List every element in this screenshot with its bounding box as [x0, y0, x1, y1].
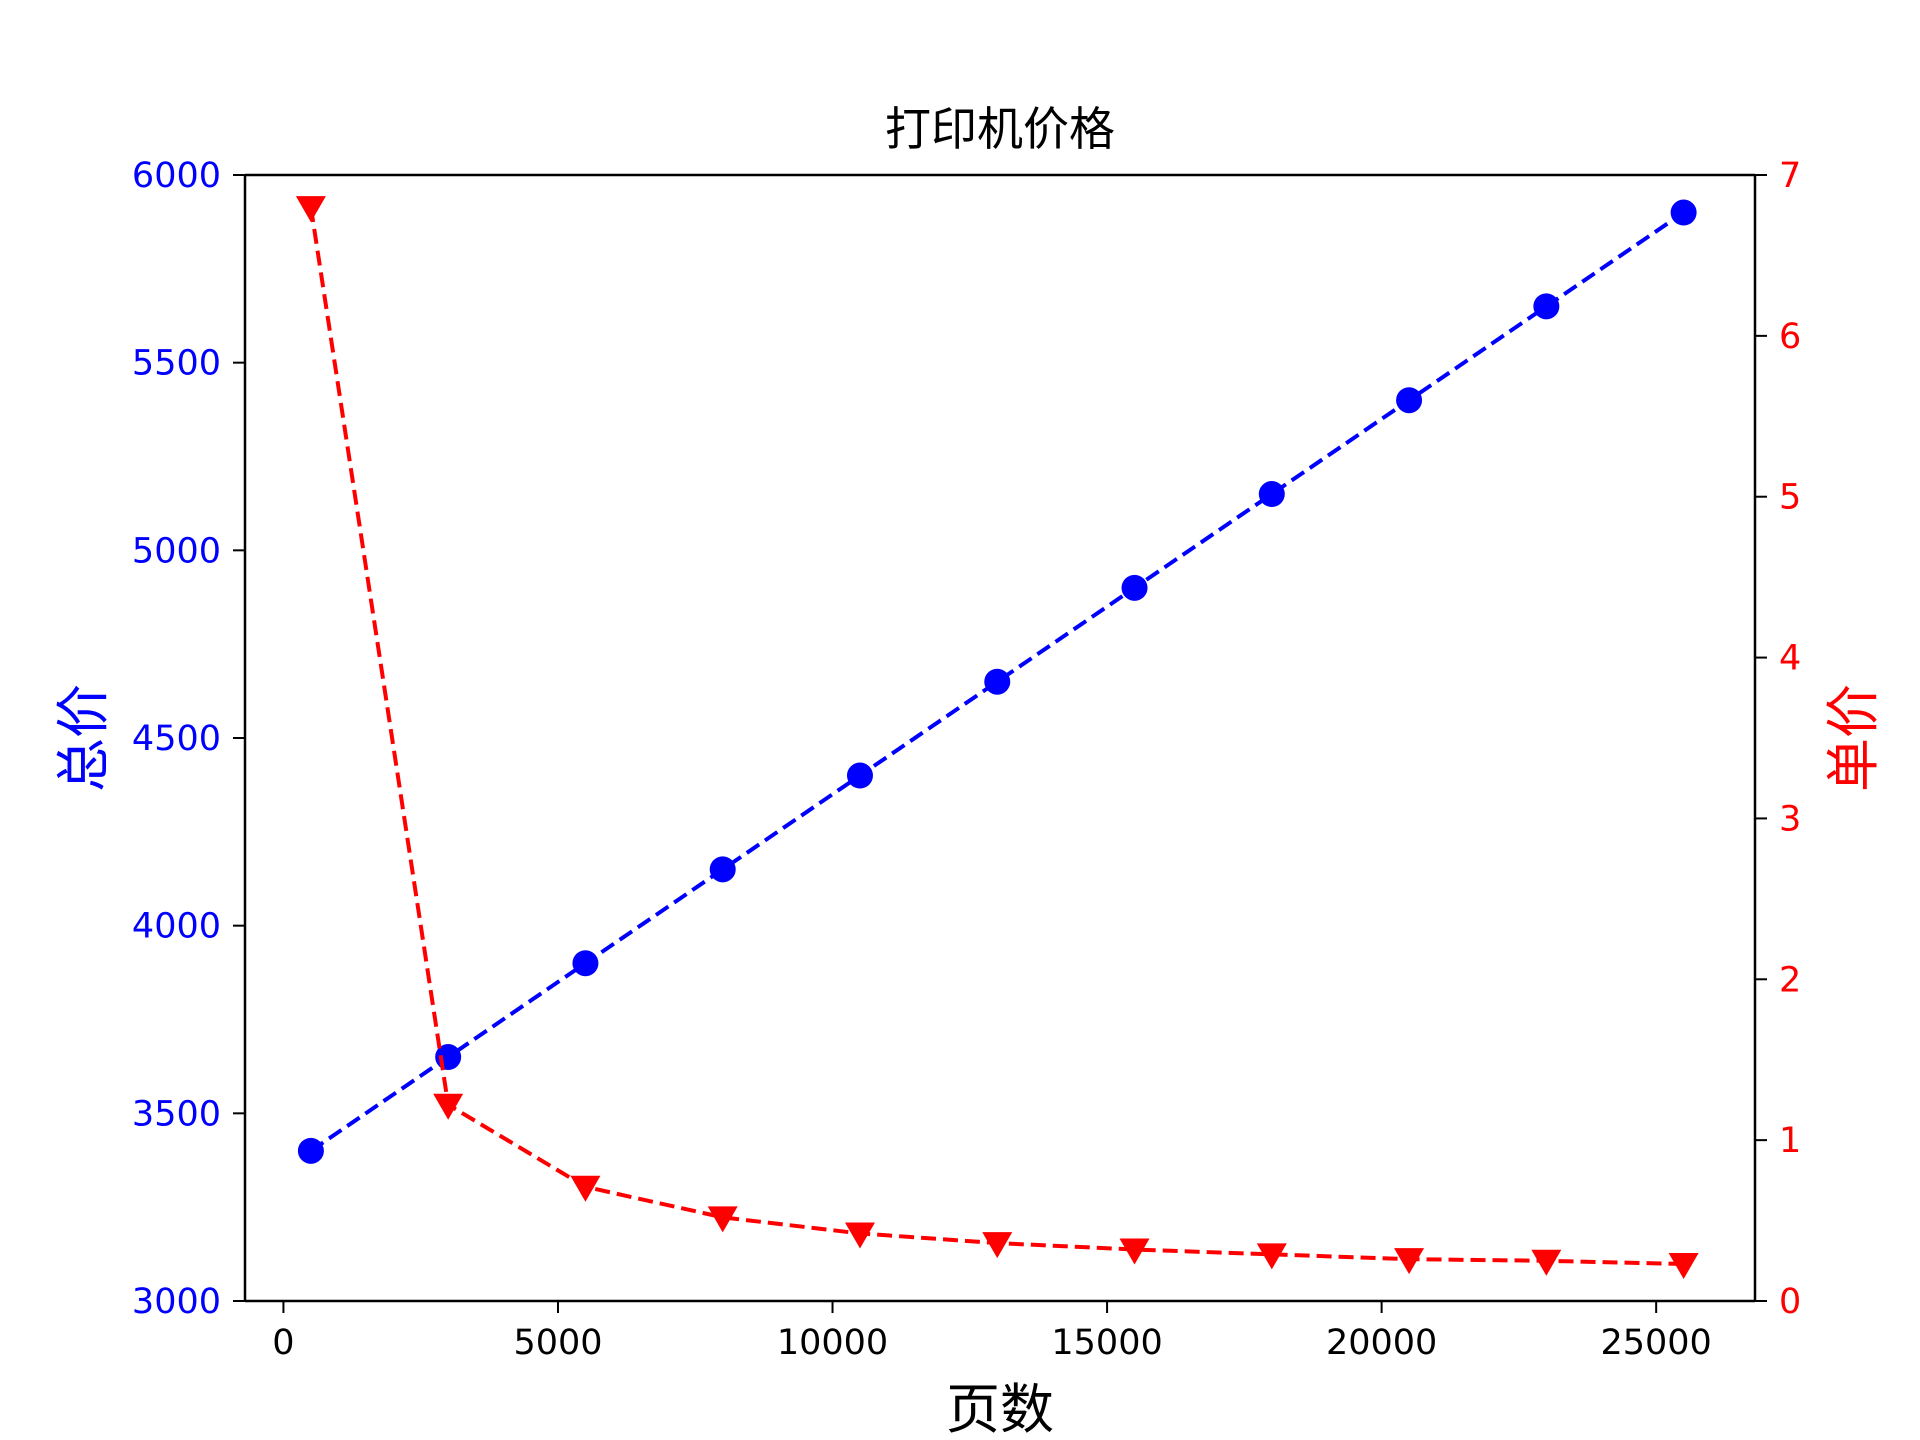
- unit-price-line: [308, 206, 1684, 1266]
- x-tick-label: 25000: [1600, 1323, 1711, 1363]
- unit-price-point: [707, 1206, 738, 1233]
- x-axis-label: 页数: [946, 1378, 1054, 1440]
- unit-price-point: [844, 1222, 875, 1249]
- total-price-point: [572, 950, 599, 977]
- y-right-tick-label: 1: [1779, 1121, 1801, 1161]
- chart-title: 打印机价格: [885, 102, 1115, 156]
- unit-price-point: [1531, 1249, 1562, 1276]
- y-right-axis-label: 单价: [1822, 684, 1885, 792]
- y-left-tick-label: 4000: [132, 907, 221, 947]
- unit-price-point: [570, 1175, 601, 1202]
- total-price-point: [846, 762, 873, 789]
- y-right-tick-label: 0: [1779, 1282, 1801, 1322]
- x-tick-label: 15000: [1051, 1323, 1162, 1363]
- unit-price-point: [1668, 1253, 1699, 1280]
- y-right-tick-label: 3: [1779, 799, 1801, 839]
- total-price-point: [709, 856, 736, 883]
- x-tick-label: 5000: [513, 1323, 602, 1363]
- unit-price-point: [982, 1232, 1013, 1259]
- y-right-tick-label: 7: [1779, 156, 1801, 196]
- unit-price-point: [1394, 1248, 1425, 1275]
- total-price-line: [309, 210, 1685, 1153]
- unit-price-point: [295, 196, 326, 223]
- y-left-tick-label: 3000: [132, 1282, 221, 1322]
- total-price-point: [1121, 574, 1148, 601]
- unit-price-point: [433, 1093, 464, 1120]
- y-left-tick-label: 5000: [132, 531, 221, 571]
- total-price-point: [1396, 387, 1423, 414]
- y-right-tick-label: 6: [1779, 317, 1801, 357]
- total-price-point: [1670, 199, 1697, 226]
- x-tick-label: 0: [272, 1323, 294, 1363]
- y-right-tick-label: 5: [1779, 478, 1801, 518]
- y-left-axis-label: 总价: [52, 684, 115, 792]
- y-right-tick-label: 2: [1779, 960, 1801, 1000]
- y-left-tick-label: 6000: [132, 156, 221, 196]
- total-price-point: [1533, 293, 1560, 320]
- x-tick-label: 10000: [777, 1323, 888, 1363]
- total-price-point: [1258, 481, 1285, 508]
- total-price-point: [297, 1137, 324, 1164]
- y-left-tick-label: 5500: [132, 344, 221, 384]
- y-right-tick-label: 4: [1779, 639, 1801, 679]
- y-left-tick-label: 3500: [132, 1094, 221, 1134]
- unit-price-point: [1119, 1238, 1150, 1265]
- x-tick-label: 20000: [1326, 1323, 1437, 1363]
- unit-price-point: [1256, 1243, 1287, 1270]
- y-left-tick-label: 4500: [132, 719, 221, 759]
- total-price-point: [984, 668, 1011, 695]
